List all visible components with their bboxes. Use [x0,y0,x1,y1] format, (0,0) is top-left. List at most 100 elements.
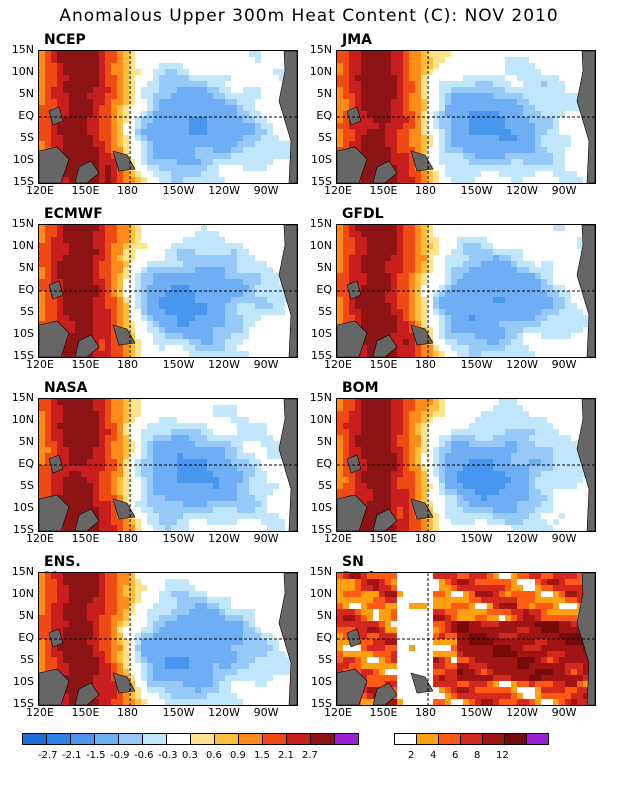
land-mass [337,668,368,705]
land-mass [112,150,136,172]
colorbar-swatch [190,733,215,745]
lat-tick-label: 10S [13,153,34,166]
land-mass [337,146,368,183]
panel-title: BOM [342,380,379,396]
lat-tick-label: 10N [309,239,332,252]
lon-tick-label: 180 [415,706,437,719]
lon-tick-label: 120E [324,184,352,197]
land-mass [278,51,297,183]
lon-tick-label: 150E [369,358,398,371]
lat-tick-label: 5S [20,131,34,144]
lat-tick-label: EQ [316,283,332,296]
lat-tick-label: 15S [13,349,34,362]
colorbar-swatch [460,733,483,745]
map-field [336,224,596,358]
colorbar-label: -2.1 [62,750,82,761]
land-mass [337,320,368,357]
lat-tick-label: 5N [18,609,34,622]
lon-tick-label: 120W [208,532,240,545]
colorbar-swatch [214,733,239,745]
lat-tick-label: EQ [18,631,34,644]
lon-tick-label: 90W [551,706,577,719]
land-mass [410,672,434,694]
lon-tick-label: 180 [415,184,437,197]
lon-tick-label: 90W [551,532,577,545]
land-mass [576,225,595,357]
lon-tick-label: 150E [369,532,398,545]
map-field [38,398,298,532]
colorbar-swatch [438,733,461,745]
lat-tick-label: 15N [309,217,332,230]
lat-tick-label: 5N [18,435,34,448]
land-mass [372,160,398,183]
lon-tick-label: 180 [415,532,437,545]
colorbar-label: 12 [496,750,509,761]
lat-tick-label: 15N [11,43,34,56]
colorbar-swatch [70,733,95,745]
land-mass [48,106,64,126]
lon-tick-label: 150W [460,184,493,197]
land-mass [112,498,136,520]
lat-tick-label: 15S [311,349,332,362]
colorbar-label: -0.3 [158,750,178,761]
lon-tick-label: 150E [71,706,100,719]
lat-tick-label: 15S [311,523,332,536]
lat-tick-label: 5S [20,479,34,492]
lon-tick-label: 150W [460,358,493,371]
colorbar-label: 0.6 [206,750,222,761]
lon-tick-label: 150E [71,358,100,371]
panel-title: GFDL [342,206,384,222]
land-mass [278,399,297,531]
lat-tick-label: 10S [13,501,34,514]
land-mass [576,399,595,531]
land-mass [74,508,100,531]
lon-tick-label: 180 [117,706,139,719]
lat-tick-label: 15S [13,175,34,188]
lon-tick-label: 150W [460,706,493,719]
land-mass [576,51,595,183]
lat-tick-label: 10N [11,239,34,252]
lon-tick-label: 150W [460,532,493,545]
lat-tick-label: 5N [18,87,34,100]
lat-tick-label: EQ [316,457,332,470]
land-mass [39,668,70,705]
land-mass [346,106,362,126]
lon-tick-label: 180 [117,358,139,371]
lat-tick-label: 10N [309,413,332,426]
lat-tick-label: 5S [318,653,332,666]
lat-tick-label: 5N [316,609,332,622]
panel-title: NCEP [44,32,86,48]
lon-tick-label: 120W [506,532,538,545]
lon-tick-label: 90W [253,706,279,719]
lat-tick-label: 5S [20,653,34,666]
lat-tick-label: 10N [11,65,34,78]
colorbar-label: -0.9 [110,750,130,761]
lon-tick-label: 150E [71,532,100,545]
lon-tick-label: 90W [253,358,279,371]
land-mass [112,672,136,694]
lon-tick-label: 120E [26,532,54,545]
land-mass [576,573,595,705]
lon-tick-label: 150E [71,184,100,197]
colorbar-label: 0.9 [230,750,246,761]
land-mass [346,628,362,648]
land-mass [410,498,434,520]
land-mass [278,225,297,357]
lat-tick-label: 15N [11,391,34,404]
colorbar-label: 1.5 [254,750,270,761]
land-mass [48,628,64,648]
land-mass [278,573,297,705]
lat-tick-label: EQ [18,109,34,122]
lat-tick-label: 10S [311,675,332,688]
lat-tick-label: 10N [309,587,332,600]
land-mass [74,160,100,183]
lat-tick-label: 15N [309,43,332,56]
lat-tick-label: 15N [11,565,34,578]
colorbar-swatch [46,733,71,745]
panel-title: ECMWF [44,206,103,222]
land-mass [74,334,100,357]
map-field [336,572,596,706]
lat-tick-label: 15S [311,697,332,710]
lon-tick-label: 150W [162,184,195,197]
colorbar-swatch [118,733,143,745]
